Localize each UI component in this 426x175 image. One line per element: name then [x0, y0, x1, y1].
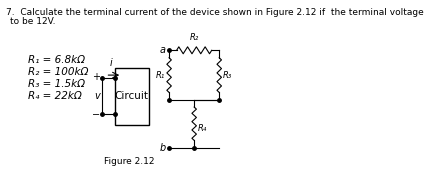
Text: R₄ = 22kΩ: R₄ = 22kΩ [28, 91, 81, 101]
Text: b: b [159, 142, 165, 153]
Text: v: v [94, 91, 99, 101]
Text: R₂ = 100kΩ: R₂ = 100kΩ [28, 67, 88, 77]
Text: R₃: R₃ [222, 71, 231, 80]
Text: R₁ = 6.8kΩ: R₁ = 6.8kΩ [28, 55, 84, 65]
Text: Figure 2.12: Figure 2.12 [104, 158, 154, 166]
Text: a: a [159, 45, 165, 55]
Text: i: i [109, 58, 112, 68]
Text: R₂: R₂ [189, 33, 199, 42]
Text: R₃ = 1.5kΩ: R₃ = 1.5kΩ [28, 79, 84, 89]
Text: +: + [92, 72, 99, 82]
Text: 7.  Calculate the terminal current of the device shown in Figure 2.12 if  the te: 7. Calculate the terminal current of the… [6, 8, 426, 17]
Text: R₄: R₄ [198, 124, 207, 133]
Text: Circuit: Circuit [115, 91, 149, 102]
Bar [115, 68, 148, 125]
Text: −: − [91, 110, 99, 120]
Text: to be 12V.: to be 12V. [10, 17, 55, 26]
Text: R₁: R₁ [155, 71, 164, 80]
